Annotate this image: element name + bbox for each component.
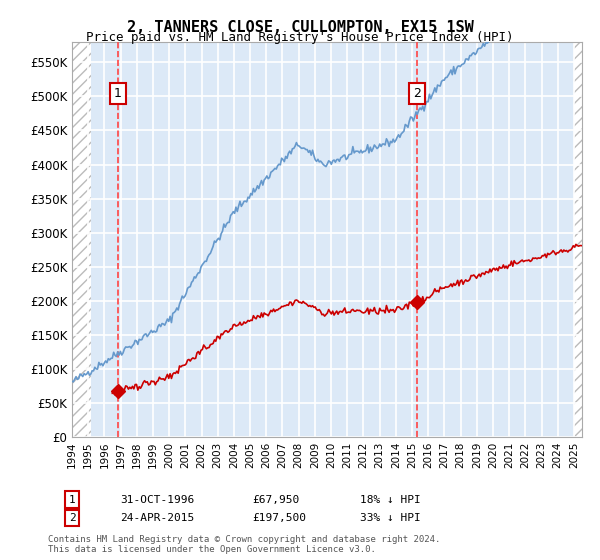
Text: 31-OCT-1996: 31-OCT-1996	[120, 494, 194, 505]
Text: 33% ↓ HPI: 33% ↓ HPI	[360, 513, 421, 523]
Bar	[72, 42, 91, 437]
Text: 18% ↓ HPI: 18% ↓ HPI	[360, 494, 421, 505]
Text: 1: 1	[114, 87, 122, 100]
Text: Contains HM Land Registry data © Crown copyright and database right 2024.
This d: Contains HM Land Registry data © Crown c…	[48, 535, 440, 554]
Text: 1: 1	[68, 494, 76, 505]
Text: 24-APR-2015: 24-APR-2015	[120, 513, 194, 523]
Text: £67,950: £67,950	[252, 494, 299, 505]
Bar	[574, 42, 590, 437]
Text: 2: 2	[68, 513, 76, 523]
Text: 2: 2	[413, 87, 421, 100]
Text: 2, TANNERS CLOSE, CULLOMPTON, EX15 1SW: 2, TANNERS CLOSE, CULLOMPTON, EX15 1SW	[127, 20, 473, 35]
Text: £197,500: £197,500	[252, 513, 306, 523]
Text: Price paid vs. HM Land Registry's House Price Index (HPI): Price paid vs. HM Land Registry's House …	[86, 31, 514, 44]
